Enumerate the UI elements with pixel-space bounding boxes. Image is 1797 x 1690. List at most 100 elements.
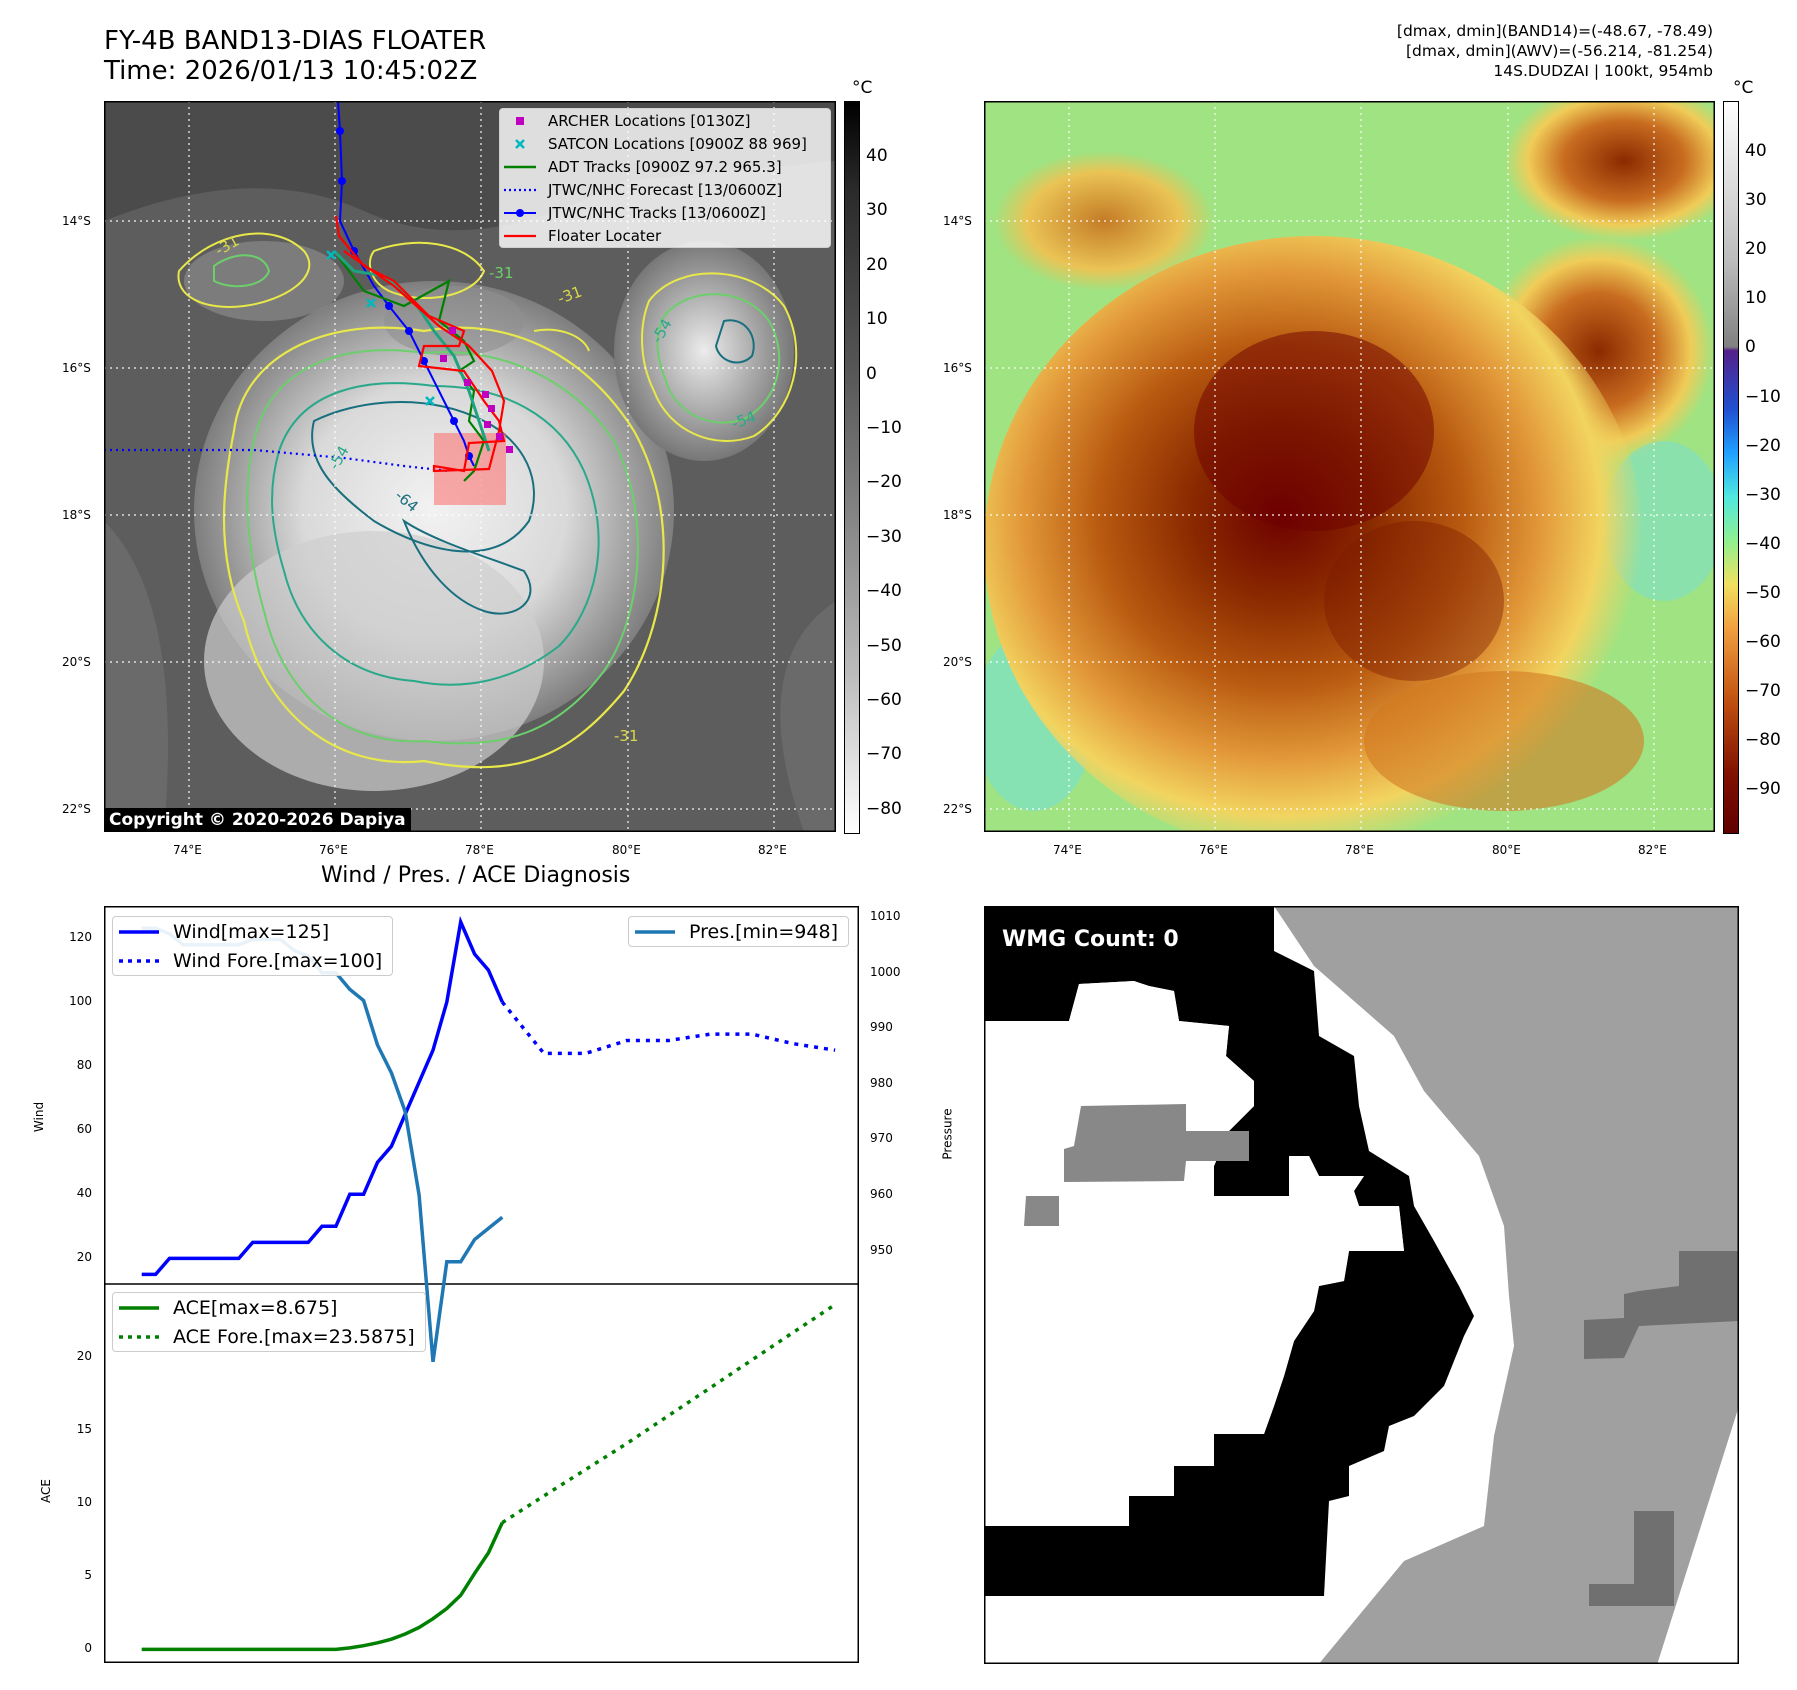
colorbar-right-tick-8: −40 bbox=[1745, 533, 1781, 554]
lon-label-74e-right: 74°E bbox=[1053, 843, 1082, 857]
diagnosis-chart bbox=[104, 906, 859, 1663]
series-line-4 bbox=[501, 1303, 837, 1525]
pressure-axis-label: Pressure bbox=[940, 1108, 955, 1160]
colorbar-right-tick-1: 30 bbox=[1745, 190, 1767, 211]
colorbar-left-tick-8: −40 bbox=[866, 581, 902, 602]
pressure-tick-4: 970 bbox=[870, 1131, 893, 1146]
colorbar-left-tick-4: 0 bbox=[866, 363, 877, 384]
map-legend: ARCHER Locations [0130Z] SATCON Location… bbox=[499, 108, 831, 248]
colorbar-right-tick-7: −30 bbox=[1745, 484, 1781, 505]
contour-label-c8: -31 bbox=[489, 264, 514, 282]
colorbar-left-tick-9: −50 bbox=[866, 635, 902, 656]
wind-tick-5: 20 bbox=[76, 1250, 92, 1265]
series-line-3 bbox=[141, 1521, 504, 1652]
lat-label-14s-right: 14°S bbox=[943, 214, 972, 228]
colorbar-left-tick-2: 20 bbox=[866, 254, 888, 275]
colorbar-right-tick-9: −50 bbox=[1745, 582, 1781, 603]
ace-axis-label: ACE bbox=[38, 1479, 53, 1503]
lon-label-76e-right: 76°E bbox=[1199, 843, 1228, 857]
colorbar-right-unit: °C bbox=[1733, 78, 1754, 98]
wind-legend: Wind[max=125] Wind Fore.[max=100] bbox=[112, 916, 394, 976]
lat-label-22s-right: 22°S bbox=[943, 802, 972, 816]
legend-adt: ADT Tracks [0900Z 97.2 965.3] bbox=[504, 157, 782, 176]
ace-tick-3: 5 bbox=[84, 1568, 92, 1583]
colorbar-left-tick-10: −60 bbox=[866, 690, 902, 710]
legend-wind-fore: Wind Fore.[max=100] bbox=[119, 949, 383, 972]
colorbar-right-tick-10: −60 bbox=[1745, 632, 1781, 652]
colorbar-left-unit: °C bbox=[852, 78, 873, 98]
lon-label-82e-right: 82°E bbox=[1638, 843, 1667, 857]
colorbar-left-tick-7: −30 bbox=[866, 526, 902, 547]
colorbar-right bbox=[1723, 101, 1739, 834]
wind-tick-3: 60 bbox=[76, 1122, 92, 1137]
legend-jtwc-tracks: JTWC/NHC Tracks [13/0600Z] bbox=[500, 201, 830, 224]
lat-label-20s-right: 20°S bbox=[943, 655, 972, 669]
wind-axis-label: Wind bbox=[32, 1101, 47, 1133]
wind-tick-1: 100 bbox=[69, 994, 92, 1009]
wmg-count-label: WMG Count: 0 bbox=[1002, 927, 1179, 952]
colorbar-right-tick-12: −80 bbox=[1745, 730, 1781, 751]
ace-tick-2: 10 bbox=[76, 1495, 92, 1510]
pressure-tick-1: 1000 bbox=[870, 964, 901, 979]
lat-label-16s: 16°S bbox=[62, 361, 91, 375]
wind-tick-4: 40 bbox=[76, 1186, 92, 1201]
colorbar-right-tick-13: −90 bbox=[1745, 779, 1781, 800]
series-line-1 bbox=[500, 1000, 836, 1056]
colorbar-right-tick-11: −70 bbox=[1745, 681, 1781, 702]
colorbar-left-tick-5: −10 bbox=[866, 418, 902, 438]
series-line-0 bbox=[141, 915, 504, 1277]
wmg-panel: WMG Count: 0 bbox=[984, 906, 1739, 1664]
legend-satcon: SATCON Locations [0900Z 88 969] bbox=[500, 132, 830, 155]
colorbar-right-tick-2: 20 bbox=[1745, 239, 1767, 260]
legend-wind: Wind[max=125] bbox=[119, 920, 330, 943]
lat-label-16s-right: 16°S bbox=[943, 361, 972, 375]
lat-label-20s: 20°S bbox=[62, 655, 91, 669]
legend-floater: Floater Locater bbox=[504, 226, 662, 245]
colorbar-right-tick-6: −20 bbox=[1745, 435, 1781, 456]
legend-ace-fore: ACE Fore.[max=23.5875] bbox=[119, 1325, 415, 1348]
legend-jtwc-forecast: JTWC/NHC Forecast [13/0600Z] bbox=[504, 180, 783, 199]
ace-tick-1: 15 bbox=[76, 1422, 92, 1437]
wind-tick-2: 80 bbox=[76, 1058, 92, 1073]
colorbar-left-tick-1: 30 bbox=[866, 200, 888, 221]
floater-track-line bbox=[334, 215, 506, 473]
info-awv: [dmax, dmin](AWV)=(-56.214, -81.254) bbox=[1406, 42, 1713, 60]
lon-label-76e: 76°E bbox=[319, 843, 348, 857]
jtwc-forecast-line bbox=[104, 448, 450, 473]
ace-legend: ACE[max=8.675] ACE Fore.[max=23.5875] bbox=[112, 1292, 426, 1352]
pressure-tick-3: 980 bbox=[870, 1075, 893, 1090]
lat-label-18s-right: 18°S bbox=[943, 508, 972, 522]
diagnosis-title: Wind / Pres. / ACE Diagnosis bbox=[321, 863, 631, 888]
legend-ace: ACE[max=8.675] bbox=[119, 1296, 338, 1319]
ace-tick-4: 0 bbox=[84, 1641, 92, 1656]
pressure-legend: Pres.[min=948] bbox=[628, 916, 849, 947]
legend-pressure: Pres.[min=948] bbox=[635, 920, 838, 943]
lon-label-80e: 80°E bbox=[612, 843, 641, 857]
lon-label-80e-right: 80°E bbox=[1492, 843, 1521, 857]
contour-label-c7: -31 bbox=[614, 727, 639, 745]
wind-tick-0: 120 bbox=[69, 930, 92, 945]
pressure-tick-6: 950 bbox=[870, 1242, 893, 1257]
colorbar-right-tick-3: 10 bbox=[1745, 288, 1767, 309]
lon-label-82e: 82°E bbox=[758, 843, 787, 857]
colorbar-left-tick-11: −70 bbox=[866, 744, 902, 765]
awv-map bbox=[984, 101, 1715, 832]
lon-label-78e: 78°E bbox=[465, 843, 494, 857]
adt-track-line-2 bbox=[332, 249, 491, 452]
colorbar-right-tick-0: 40 bbox=[1745, 141, 1767, 161]
colorbar-left bbox=[844, 101, 860, 834]
pressure-tick-2: 990 bbox=[870, 1020, 893, 1035]
info-band14: [dmax, dmin](BAND14)=(-48.67, -78.49) bbox=[1396, 22, 1713, 40]
colorbar-left-tick-12: −80 bbox=[866, 798, 902, 819]
lat-label-22s: 22°S bbox=[62, 802, 91, 816]
jtwc-track-line bbox=[337, 101, 475, 467]
info-storm: 14S.DUDZAI | 100kt, 954mb bbox=[1493, 62, 1713, 80]
legend-archer: ARCHER Locations [0130Z] bbox=[500, 109, 830, 132]
colorbar-right-tick-5: −10 bbox=[1745, 386, 1781, 407]
figure-title-line1: FY-4B BAND13-DIAS FLOATER bbox=[104, 26, 487, 56]
colorbar-left-tick-0: 40 bbox=[866, 146, 888, 166]
colorbar-left-tick-3: 10 bbox=[866, 309, 888, 330]
ace-tick-0: 20 bbox=[76, 1349, 92, 1364]
lat-label-18s: 18°S bbox=[62, 508, 91, 522]
colorbar-right-tick-4: 0 bbox=[1745, 337, 1756, 358]
